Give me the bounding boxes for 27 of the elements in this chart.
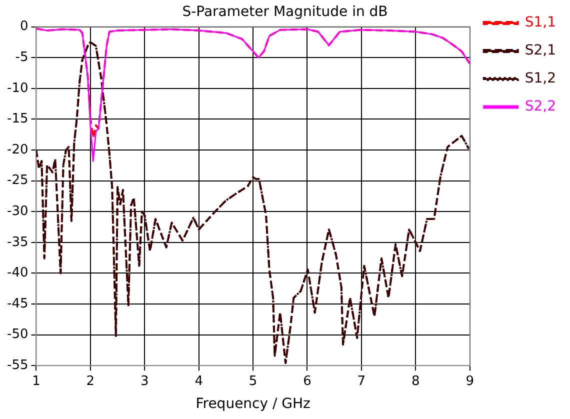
y-tick-label: -55 [7, 358, 28, 373]
y-tick-label: -5 [15, 50, 28, 65]
legend-label: S2,1 [524, 42, 556, 59]
legend-label: S2,2 [524, 98, 556, 115]
y-tick-label: -20 [7, 142, 28, 158]
y-tick-label: -40 [7, 266, 28, 281]
legend-label: S1,2 [524, 70, 556, 87]
x-tick-label: 1 [32, 374, 40, 389]
chart-title: S-Parameter Magnitude in dB [182, 4, 388, 20]
x-tick-label: 9 [466, 374, 474, 389]
x-tick-label: 2 [86, 374, 95, 389]
y-tick-label: -50 [7, 327, 28, 342]
x-tick-label: 5 [248, 374, 258, 389]
x-tick-label: 7 [357, 374, 366, 389]
x-tick-label: 3 [140, 374, 149, 389]
legend-label: S1,1 [524, 14, 556, 31]
y-tick-label: -15 [7, 112, 28, 127]
x-tick-label: 8 [412, 374, 420, 389]
x-axis-title: Frequency / GHz [196, 396, 310, 412]
y-tick-label: -45 [7, 296, 28, 312]
y-tick-label: -25 [7, 173, 28, 188]
x-tick-label: 4 [194, 374, 203, 389]
y-tick-label: -35 [7, 234, 28, 250]
y-tick-label: -30 [7, 204, 28, 219]
y-tick-label: -10 [7, 80, 28, 96]
y-tick-label: 0 [20, 19, 28, 34]
x-tick-label: 6 [303, 374, 312, 389]
